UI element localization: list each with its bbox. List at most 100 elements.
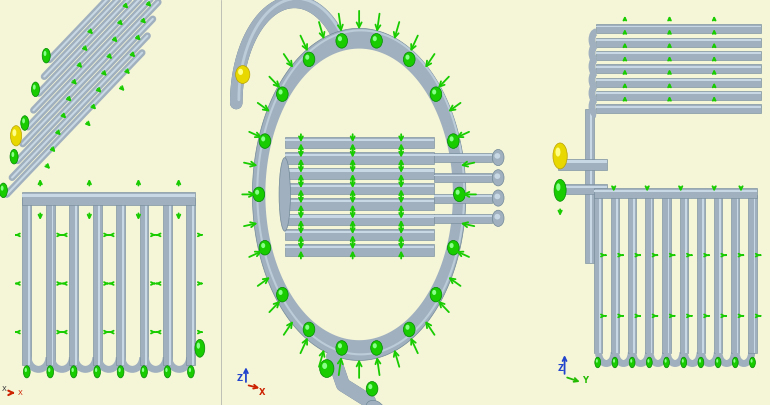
Circle shape (276, 287, 288, 302)
Bar (557, 159, 607, 170)
Bar (285, 185, 434, 187)
Polygon shape (266, 49, 453, 340)
Bar (594, 195, 602, 353)
Bar (611, 195, 619, 353)
Circle shape (279, 290, 283, 295)
Circle shape (432, 90, 437, 94)
Bar (285, 169, 434, 172)
Bar (702, 195, 704, 353)
Circle shape (733, 359, 735, 363)
Circle shape (681, 357, 687, 368)
Bar (645, 195, 654, 353)
Circle shape (117, 366, 124, 378)
Circle shape (12, 129, 16, 136)
Bar (596, 51, 761, 60)
Circle shape (255, 190, 259, 195)
Bar (45, 198, 55, 364)
Circle shape (454, 187, 465, 202)
Bar (122, 198, 124, 364)
Circle shape (613, 359, 615, 363)
Text: Y: Y (582, 376, 588, 385)
Ellipse shape (494, 214, 501, 220)
Circle shape (47, 366, 54, 378)
Circle shape (370, 34, 383, 48)
Circle shape (305, 325, 310, 330)
Circle shape (236, 66, 249, 83)
Text: X: X (18, 390, 22, 396)
Circle shape (432, 290, 437, 295)
Circle shape (23, 366, 30, 378)
Bar (596, 66, 761, 68)
Bar (285, 244, 434, 256)
Bar (662, 195, 671, 353)
Circle shape (732, 357, 738, 368)
Circle shape (554, 179, 566, 201)
Circle shape (259, 134, 271, 148)
Circle shape (336, 34, 347, 48)
Bar (52, 198, 53, 364)
Bar (285, 168, 434, 179)
Bar (596, 52, 761, 54)
Circle shape (556, 183, 561, 191)
Circle shape (303, 52, 315, 67)
Bar (668, 195, 669, 353)
Circle shape (373, 343, 377, 348)
Circle shape (553, 143, 567, 169)
Bar (596, 24, 761, 33)
Circle shape (276, 87, 288, 102)
Circle shape (259, 241, 271, 255)
Circle shape (648, 359, 649, 363)
Text: Z: Z (557, 364, 564, 373)
Ellipse shape (494, 173, 501, 179)
Bar (594, 190, 757, 192)
Bar (192, 198, 194, 364)
Bar (596, 91, 761, 100)
Bar (163, 198, 172, 364)
Bar (285, 214, 434, 225)
Circle shape (10, 149, 18, 164)
Bar (596, 38, 761, 47)
Bar (22, 198, 32, 364)
Circle shape (555, 147, 561, 157)
Bar (599, 195, 601, 353)
Ellipse shape (494, 194, 501, 199)
Bar (634, 195, 635, 353)
Bar (22, 194, 196, 197)
Circle shape (195, 339, 205, 357)
Circle shape (141, 366, 147, 378)
Circle shape (322, 363, 327, 369)
Circle shape (749, 357, 755, 368)
Circle shape (403, 52, 415, 67)
Polygon shape (253, 28, 466, 360)
Circle shape (430, 87, 442, 102)
Bar (186, 198, 196, 364)
Circle shape (142, 368, 144, 372)
Bar (680, 195, 688, 353)
Circle shape (370, 341, 383, 355)
Circle shape (698, 357, 704, 368)
Circle shape (336, 341, 347, 355)
Bar (285, 215, 434, 217)
Circle shape (403, 322, 415, 337)
Circle shape (630, 359, 632, 363)
Circle shape (681, 359, 684, 363)
Circle shape (1, 185, 4, 191)
Text: X: X (2, 386, 7, 392)
Circle shape (368, 384, 373, 389)
Bar (557, 160, 607, 163)
Bar (594, 188, 757, 198)
Bar (434, 215, 492, 217)
Bar (697, 195, 705, 353)
Circle shape (320, 360, 334, 377)
Circle shape (303, 322, 315, 337)
Text: X: X (259, 388, 266, 397)
Circle shape (25, 368, 27, 372)
Circle shape (119, 368, 121, 372)
Bar (616, 195, 618, 353)
Bar (557, 184, 607, 194)
Circle shape (716, 359, 718, 363)
Bar (434, 173, 492, 182)
Ellipse shape (494, 153, 501, 159)
Bar (146, 198, 147, 364)
Circle shape (699, 359, 701, 363)
